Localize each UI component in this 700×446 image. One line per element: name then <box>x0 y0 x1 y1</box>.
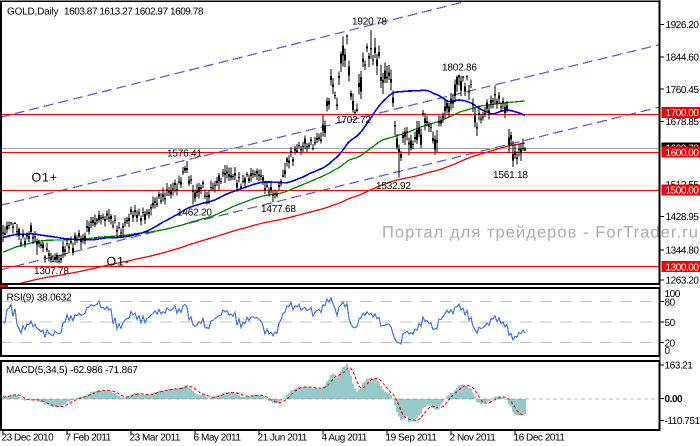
svg-text:1561.18: 1561.18 <box>493 170 528 181</box>
svg-text:50: 50 <box>665 318 676 329</box>
svg-text:20: 20 <box>665 338 676 349</box>
svg-text:1500.00: 1500.00 <box>666 186 700 197</box>
svg-text:1760.45: 1760.45 <box>666 85 700 96</box>
svg-text:6 May 2011: 6 May 2011 <box>194 433 242 444</box>
svg-text:1920.78: 1920.78 <box>352 17 387 28</box>
svg-text:0: 0 <box>665 346 671 357</box>
svg-text:1600.00: 1600.00 <box>666 148 700 159</box>
svg-text:1678.85: 1678.85 <box>666 117 700 128</box>
svg-text:1263.20: 1263.20 <box>666 276 700 287</box>
svg-text:100: 100 <box>665 289 681 300</box>
svg-text:163.21: 163.21 <box>665 360 694 371</box>
svg-text:1344.80: 1344.80 <box>666 245 700 256</box>
svg-text:1462.20: 1462.20 <box>177 208 212 219</box>
svg-text:19 Sep 2011: 19 Sep 2011 <box>386 433 438 444</box>
svg-text:RSI(9) 38.0632: RSI(9) 38.0632 <box>7 292 73 303</box>
svg-text:MACD(5,34,5) -62.986 -71.867: MACD(5,34,5) -62.986 -71.867 <box>6 365 138 376</box>
svg-text:1307.78: 1307.78 <box>34 266 69 277</box>
svg-text:1926.20: 1926.20 <box>666 20 700 31</box>
svg-text:1428.95: 1428.95 <box>666 212 700 223</box>
svg-text:1603.87 1613.27 1602.97 1609.7: 1603.87 1613.27 1602.97 1609.78 <box>64 6 204 17</box>
svg-text:80: 80 <box>665 297 676 308</box>
svg-text:21 Jun 2011: 21 Jun 2011 <box>258 433 308 444</box>
svg-text:1532.92: 1532.92 <box>376 181 411 192</box>
svg-text:GOLD,Daily: GOLD,Daily <box>7 6 59 17</box>
svg-text:23 Mar 2011: 23 Mar 2011 <box>130 433 181 444</box>
svg-text:4 Aug 2011: 4 Aug 2011 <box>322 433 368 444</box>
svg-text:1844.60: 1844.60 <box>666 52 700 63</box>
svg-text:1477.68: 1477.68 <box>261 204 296 215</box>
svg-text:1700.00: 1700.00 <box>666 108 700 119</box>
svg-text:23 Dec 2010: 23 Dec 2010 <box>2 433 55 444</box>
svg-text:Портал для трейдеров - ForTrad: Портал для трейдеров - ForTrader.ru <box>382 224 699 242</box>
svg-text:O1+: O1+ <box>32 171 58 185</box>
svg-text:O1-: O1- <box>107 255 130 269</box>
svg-text:2 Nov 2011: 2 Nov 2011 <box>450 433 497 444</box>
svg-text:16 Dec 2011: 16 Dec 2011 <box>514 433 566 444</box>
svg-text:0.00: 0.00 <box>665 394 684 405</box>
svg-text:1802.86: 1802.86 <box>442 63 477 74</box>
svg-text:7 Feb 2011: 7 Feb 2011 <box>66 433 112 444</box>
svg-text:-110.751: -110.751 <box>665 416 700 427</box>
svg-text:1300.00: 1300.00 <box>666 262 700 273</box>
svg-text:1576.41: 1576.41 <box>167 149 202 160</box>
svg-text:1702.72: 1702.72 <box>336 115 371 126</box>
